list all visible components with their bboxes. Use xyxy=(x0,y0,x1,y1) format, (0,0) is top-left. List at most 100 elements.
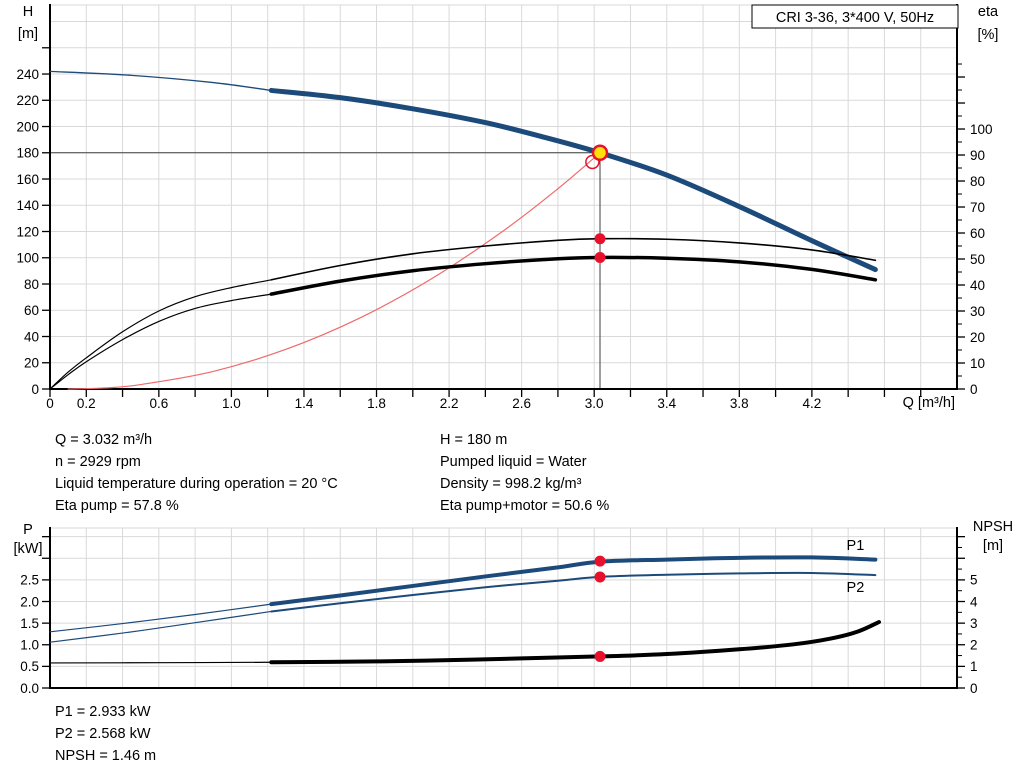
tick-label: 20 xyxy=(24,356,39,371)
tick-label: 1 xyxy=(970,659,978,674)
tick-label: 100 xyxy=(970,122,993,137)
info-density: Density = 998.2 kg/m³ xyxy=(440,476,582,492)
tick-label: H xyxy=(23,4,33,20)
eta-pump-motor-curve-extension xyxy=(49,293,272,390)
info-liquid-temperature: Liquid temperature during operation = 20… xyxy=(55,476,338,492)
tick-label: 0.0 xyxy=(20,681,39,696)
chart-top: 0 0.2 0.6 1.0 1.4 1.8 2.2 2.6 3.0 3.4 3.8 4.2 Q [m³/… xyxy=(16,4,999,411)
p2-curve-label: P2 xyxy=(847,580,865,596)
info-flow: Q = 3.032 m³/h xyxy=(55,432,153,448)
tick-label: 0.5 xyxy=(20,659,39,674)
tick-label: 1.0 xyxy=(20,638,39,653)
p2-curve xyxy=(270,571,877,613)
tick-label: 2 xyxy=(970,638,978,653)
tick-label: 3.8 xyxy=(730,396,749,411)
tick-label: 60 xyxy=(970,226,985,241)
info-npsh: NPSH = 1.46 m xyxy=(55,748,157,764)
tick-label: 0 xyxy=(31,382,39,397)
p1-duty-dot xyxy=(594,555,606,567)
p1-curve-label: P1 xyxy=(847,538,865,554)
tick-label: 4 xyxy=(970,594,978,609)
tick-label: 10 xyxy=(970,356,985,371)
tick-label: 140 xyxy=(16,198,39,213)
tick-label: 0.2 xyxy=(77,396,96,411)
npsh-curve xyxy=(269,620,881,665)
tick-label: 50 xyxy=(970,252,985,267)
eta-pump-curve-extension xyxy=(49,279,272,390)
tick-label: P xyxy=(23,522,33,538)
series-group xyxy=(49,70,878,390)
tick-label: 30 xyxy=(970,304,985,319)
info-head: H = 180 m xyxy=(440,432,508,448)
series-group: P1 P2 xyxy=(49,538,881,665)
tick-label: Q [m³/h] xyxy=(903,395,955,411)
tick-label: 0 xyxy=(970,681,978,696)
tick-label: 3.0 xyxy=(585,396,604,411)
chart-bottom: 0.0 0.5 1.0 1.5 2.0 2.5 0 1 2 3 4 5 P [kW] NPSH [m] P1 P2 xyxy=(14,519,1014,696)
tick-label: 40 xyxy=(970,278,985,293)
duty-point[interactable] xyxy=(591,144,609,162)
tick-label: 40 xyxy=(24,329,39,344)
tick-label: [kW] xyxy=(14,541,43,557)
tick-label: 1.8 xyxy=(367,396,386,411)
tick-label: 1.4 xyxy=(295,396,314,411)
p1-curve xyxy=(269,555,878,607)
tick-label: 5 xyxy=(970,573,978,588)
tick-label: 120 xyxy=(16,224,39,239)
tick-label: eta xyxy=(978,4,999,20)
axes: 0.0 0.5 1.0 1.5 2.0 2.5 0 1 2 3 4 5 P [kW] NPSH [m] xyxy=(14,519,1014,696)
duty-info-left-column: Q = 3.032 m³/h n = 2929 rpm Liquid tempe… xyxy=(55,429,338,517)
tick-label: 2.5 xyxy=(20,573,39,588)
eta-pump-motor-curve xyxy=(269,255,878,296)
info-eta-pump-motor: Eta pump+motor = 50.6 % xyxy=(440,498,610,514)
axes: 0 0.2 0.6 1.0 1.4 1.8 2.2 2.6 3.0 3.4 3.8 4.2 Q [m³/… xyxy=(16,4,999,411)
tick-label: NPSH xyxy=(973,519,1013,535)
npsh-duty-dot xyxy=(594,650,606,662)
p1-curve-extension xyxy=(49,603,272,633)
markers-group xyxy=(585,144,609,263)
tick-label: 20 xyxy=(970,330,985,345)
tick-label: [m] xyxy=(18,26,38,42)
tick-label: 200 xyxy=(16,119,39,134)
head-curve xyxy=(268,87,878,273)
tick-label: 180 xyxy=(16,146,39,161)
tick-label: 2.2 xyxy=(440,396,459,411)
tick-label: 100 xyxy=(16,251,39,266)
tick-label: 1.0 xyxy=(222,396,241,411)
tick-label: 4.2 xyxy=(802,396,821,411)
tick-label: 2.0 xyxy=(20,594,39,609)
system-curve xyxy=(67,152,601,390)
p2-duty-dot xyxy=(594,571,606,583)
pump-title: CRI 3-36, 3*400 V, 50Hz xyxy=(776,10,934,26)
head-curve-extension xyxy=(49,70,272,92)
grid xyxy=(50,527,957,688)
eta-pump-curve xyxy=(270,237,877,281)
tick-label: 3.4 xyxy=(657,396,676,411)
markers-group xyxy=(594,555,606,662)
info-eta-pump: Eta pump = 57.8 % xyxy=(55,498,179,514)
npsh-curve-extension xyxy=(49,661,272,664)
grid xyxy=(50,4,957,389)
info-p2: P2 = 2.568 kW xyxy=(55,726,151,742)
tick-label: [%] xyxy=(978,27,999,43)
tick-label: 160 xyxy=(16,172,39,187)
p2-curve-extension xyxy=(49,610,272,643)
pump-title-box: CRI 3-36, 3*400 V, 50Hz xyxy=(751,4,959,29)
tick-label: 70 xyxy=(970,200,985,215)
duty-info-right-column: H = 180 m Pumped liquid = Water Density … xyxy=(440,429,609,517)
tick-label: 1.5 xyxy=(20,616,39,631)
tick-label: [m] xyxy=(983,538,1003,554)
tick-label: 90 xyxy=(970,148,985,163)
tick-label: 0 xyxy=(46,396,54,411)
eta-pump-motor-duty-dot xyxy=(594,251,606,263)
tick-label: 0 xyxy=(970,382,978,397)
info-speed: n = 2929 rpm xyxy=(55,454,141,470)
tick-label: 2.6 xyxy=(512,396,531,411)
tick-label: 3 xyxy=(970,616,978,631)
tick-label: 220 xyxy=(16,93,39,108)
info-pumped-liquid: Pumped liquid = Water xyxy=(440,454,587,470)
tick-label: 60 xyxy=(24,303,39,318)
info-p1: P1 = 2.933 kW xyxy=(55,704,151,720)
tick-label: 240 xyxy=(16,67,39,82)
